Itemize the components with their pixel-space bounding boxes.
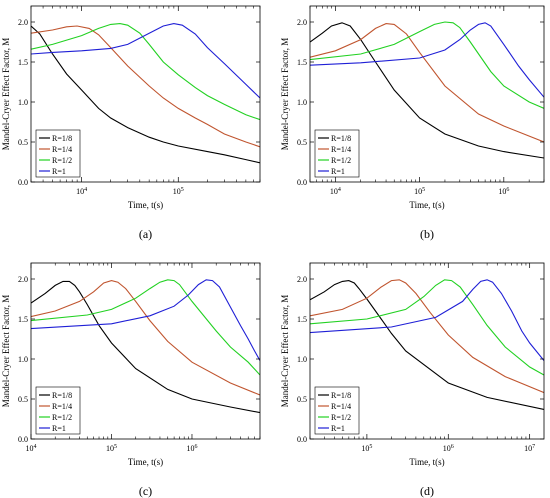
x-tick-label: 106 bbox=[186, 444, 197, 453]
plot-frame bbox=[309, 5, 545, 183]
x-tick-label: 106 bbox=[498, 187, 509, 196]
y-axis-label: Mandel-Cryer Effect Factor, M bbox=[1, 295, 11, 407]
legend: R=1/8 R=1/4 R=1/2 R=1 bbox=[35, 386, 81, 435]
series-line-2 bbox=[31, 25, 260, 148]
legend-entry: R=1/2 bbox=[52, 156, 72, 165]
legend-entry: R=1/4 bbox=[52, 145, 72, 154]
y-axis-label: Mandel-Cryer Effect Factor, M bbox=[280, 295, 290, 407]
legend-entry: R=1/8 bbox=[331, 134, 351, 143]
series-line-4 bbox=[310, 22, 544, 98]
legend-entry: R=1/8 bbox=[331, 391, 351, 400]
x-tick-label: 106 bbox=[443, 444, 454, 453]
y-tick-label: 0.0 bbox=[18, 178, 28, 187]
series-line-2 bbox=[310, 23, 544, 143]
panel-label: (b) bbox=[420, 227, 434, 241]
y-tick-label: 0.0 bbox=[18, 435, 28, 444]
chart-panel-4: 0.0 0.5 1.0 1.5 2.0 105 106 107 Time, t(s) Mandel… bbox=[280, 262, 545, 498]
series-line-4 bbox=[310, 279, 544, 361]
legend-entry: R=1/2 bbox=[331, 413, 351, 422]
series-line-4 bbox=[31, 23, 260, 99]
chart-panel-1: 0.0 0.5 1.0 1.5 2.0 104 105 Time, t(s) Mandel-Cr… bbox=[1, 5, 261, 241]
x-tick-label: 105 bbox=[173, 187, 184, 196]
legend-entry: R=1 bbox=[331, 167, 345, 176]
y-tick-label: 0.5 bbox=[297, 138, 307, 147]
x-axis-label: Time, t(s) bbox=[409, 457, 444, 467]
y-tick-label: 1.0 bbox=[18, 98, 28, 107]
legend-entry: R=1/4 bbox=[52, 402, 72, 411]
y-tick-label: 1.5 bbox=[297, 58, 307, 67]
legend: R=1/8 R=1/4 R=1/2 R=1 bbox=[35, 129, 81, 178]
y-tick-label: 2.0 bbox=[18, 18, 28, 27]
y-axis-label: Mandel-Cryer Effect Factor, M bbox=[1, 38, 11, 150]
x-tick-label: 105 bbox=[361, 444, 372, 453]
x-axis-label: Time, t(s) bbox=[128, 457, 163, 467]
x-tick-label: 104 bbox=[330, 187, 341, 196]
x-tick-label: 104 bbox=[26, 444, 37, 453]
legend: R=1/8 R=1/4 R=1/2 R=1 bbox=[314, 129, 360, 178]
series-line-3 bbox=[310, 279, 544, 376]
y-tick-label: 0.0 bbox=[297, 178, 307, 187]
legend-entry: R=1/8 bbox=[52, 134, 72, 143]
x-axis-label: Time, t(s) bbox=[409, 200, 444, 210]
plot-frame bbox=[30, 5, 261, 183]
chart-panel-2: 0.0 0.5 1.0 1.5 2.0 104 105 106 Time, t(s) Mandel… bbox=[280, 5, 545, 241]
series-line-3 bbox=[31, 23, 260, 121]
legend-entry: R=1/4 bbox=[331, 145, 351, 154]
series-line-1 bbox=[31, 25, 260, 164]
plot-frame bbox=[30, 262, 261, 440]
series-line-1 bbox=[31, 280, 260, 414]
legend-entry: R=1/8 bbox=[52, 391, 72, 400]
x-tick-label: 105 bbox=[414, 187, 425, 196]
legend-entry: R=1/2 bbox=[331, 156, 351, 165]
chart-panel-3: 0.0 0.5 1.0 1.5 2.0 104 105 106 Time, t(s) Mandel… bbox=[1, 262, 261, 498]
panel-label: (d) bbox=[420, 484, 434, 498]
x-tick-label: 104 bbox=[76, 187, 87, 196]
x-axis-label: Time, t(s) bbox=[128, 200, 163, 210]
series-line-2 bbox=[31, 280, 260, 396]
legend-entry: R=1 bbox=[52, 167, 66, 176]
series-line-1 bbox=[310, 280, 544, 410]
y-tick-label: 0.5 bbox=[18, 138, 28, 147]
y-tick-label: 0.5 bbox=[18, 395, 28, 404]
y-tick-label: 1.5 bbox=[18, 315, 28, 324]
y-tick-label: 1.0 bbox=[18, 355, 28, 364]
legend-entry: R=1/4 bbox=[331, 402, 351, 411]
y-tick-label: 1.0 bbox=[297, 98, 307, 107]
y-tick-label: 2.0 bbox=[297, 275, 307, 284]
x-tick-label: 107 bbox=[524, 444, 535, 453]
y-tick-label: 2.0 bbox=[18, 275, 28, 284]
x-tick-label: 105 bbox=[106, 444, 117, 453]
series-line-4 bbox=[31, 279, 260, 361]
legend-entry: R=1/2 bbox=[52, 413, 72, 422]
plot-frame bbox=[309, 262, 545, 440]
y-tick-label: 1.5 bbox=[297, 315, 307, 324]
legend-entry: R=1 bbox=[52, 424, 66, 433]
y-tick-label: 2.0 bbox=[297, 18, 307, 27]
series-line-3 bbox=[31, 279, 260, 376]
legend-entry: R=1 bbox=[331, 424, 345, 433]
y-tick-label: 0.0 bbox=[297, 435, 307, 444]
panel-label: (c) bbox=[139, 484, 152, 498]
panel-label: (a) bbox=[139, 227, 152, 241]
y-tick-label: 1.5 bbox=[18, 58, 28, 67]
series-line-2 bbox=[310, 279, 544, 394]
series-line-3 bbox=[310, 21, 544, 109]
y-axis-label: Mandel-Cryer Effect Factor, M bbox=[280, 38, 290, 150]
y-tick-label: 1.0 bbox=[297, 355, 307, 364]
y-tick-label: 0.5 bbox=[297, 395, 307, 404]
legend: R=1/8 R=1/4 R=1/2 R=1 bbox=[314, 386, 360, 435]
